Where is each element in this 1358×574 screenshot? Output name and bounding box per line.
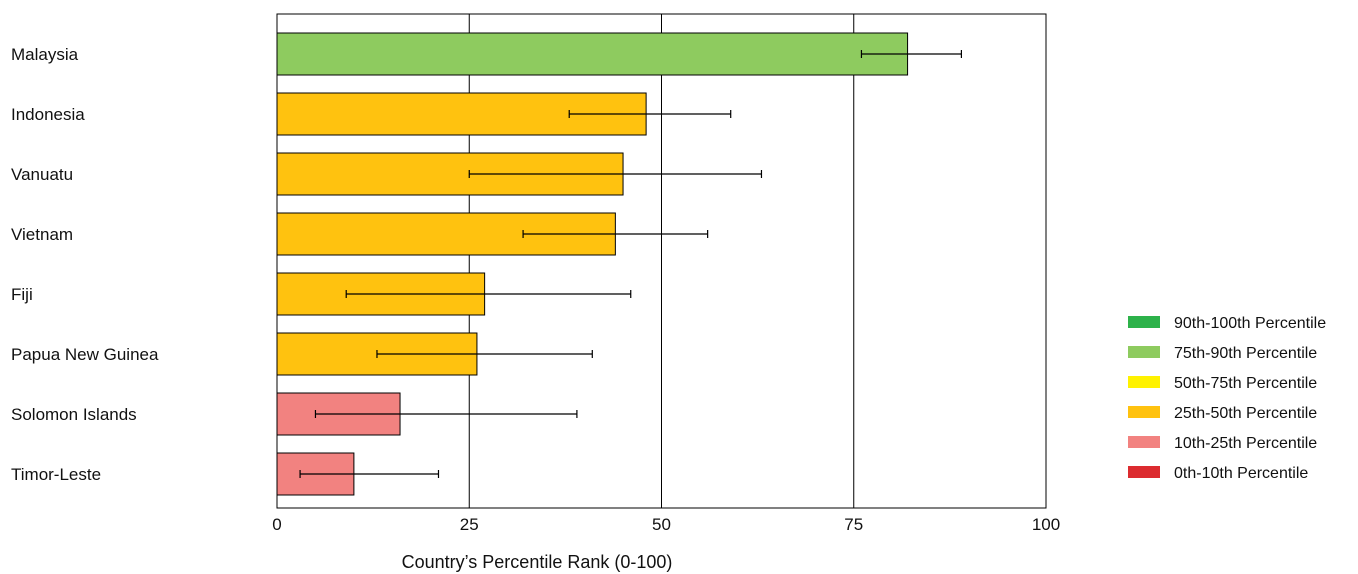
legend-label: 90th-100th Percentile <box>1174 315 1326 332</box>
x-tick-50: 50 <box>652 515 671 534</box>
category-label-vietnam: Vietnam <box>11 225 73 244</box>
legend: 90th-100th Percentile 75th-90th Percentil… <box>1128 315 1326 482</box>
category-label-timor-leste: Timor-Leste <box>11 465 101 484</box>
legend-swatch <box>1128 376 1160 388</box>
x-tick-100: 100 <box>1032 515 1060 534</box>
legend-label: 50th-75th Percentile <box>1174 375 1317 392</box>
legend-label: 75th-90th Percentile <box>1174 345 1317 362</box>
error-bar-indonesia <box>568 110 732 118</box>
category-label-papua-new-guinea: Papua New Guinea <box>11 345 159 364</box>
legend-swatch <box>1128 436 1160 448</box>
legend-swatch <box>1128 466 1160 478</box>
error-bar-vietnam <box>522 230 709 238</box>
error-bar-vanuatu <box>468 170 763 178</box>
plot-frame <box>276 13 1047 509</box>
legend-swatch <box>1128 406 1160 418</box>
x-tick-labels: 0 25 50 75 100 <box>272 515 1060 534</box>
legend-item: 75th-90th Percentile <box>1128 345 1317 362</box>
category-label-malaysia: Malaysia <box>11 45 79 64</box>
legend-item: 10th-25th Percentile <box>1128 435 1317 452</box>
error-bar-solomon-islands <box>314 410 578 418</box>
legend-item: 90th-100th Percentile <box>1128 315 1326 332</box>
legend-item: 50th-75th Percentile <box>1128 375 1317 392</box>
bars-layer <box>276 32 909 496</box>
category-label-fiji: Fiji <box>11 285 33 304</box>
error-bar-timor-leste <box>299 470 440 478</box>
x-axis-title: Country’s Percentile Rank (0-100) <box>402 552 673 572</box>
category-labels: Malaysia Indonesia Vanuatu Vietnam Fiji Papua… <box>11 45 159 484</box>
bar-malaysia <box>276 32 909 76</box>
error-bar-malaysia <box>860 50 963 58</box>
category-label-solomon-islands: Solomon Islands <box>11 405 137 424</box>
x-tick-0: 0 <box>272 515 281 534</box>
category-label-vanuatu: Vanuatu <box>11 165 73 184</box>
x-tick-25: 25 <box>460 515 479 534</box>
legend-item: 0th-10th Percentile <box>1128 465 1308 482</box>
category-label-indonesia: Indonesia <box>11 105 85 124</box>
error-bar-fiji <box>345 290 632 298</box>
grid-layer <box>468 14 855 508</box>
legend-label: 25th-50th Percentile <box>1174 405 1317 422</box>
error-bar-papua-new-guinea <box>376 350 593 358</box>
legend-item: 25th-50th Percentile <box>1128 405 1317 422</box>
legend-label: 0th-10th Percentile <box>1174 465 1308 482</box>
error-bars-layer <box>299 50 963 478</box>
legend-swatch <box>1128 316 1160 328</box>
legend-swatch <box>1128 346 1160 358</box>
legend-label: 10th-25th Percentile <box>1174 435 1317 452</box>
x-tick-75: 75 <box>844 515 863 534</box>
